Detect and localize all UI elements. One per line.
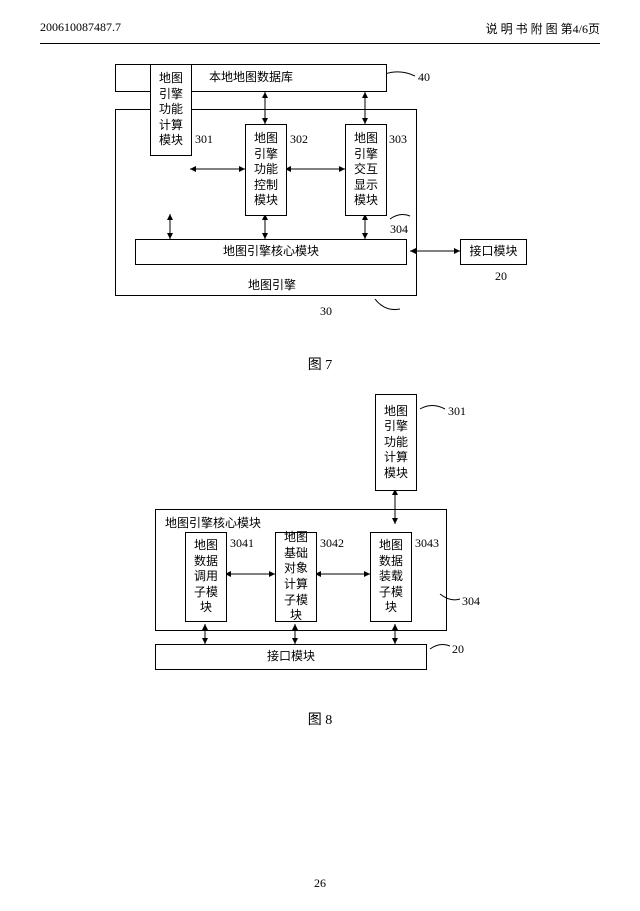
core-ref: 304: [462, 594, 480, 609]
iface-ref2: 20: [452, 642, 464, 657]
header-left: 200610087487.7: [40, 20, 121, 37]
top-text: 地图 引擎 功能 计算 模块: [384, 404, 408, 482]
sub3-text: 地图 数据 装载 子模 块: [379, 538, 403, 616]
sub2-box: 地图 基础 对象 计算 子模 块: [275, 532, 317, 622]
sub2-ref: 3042: [320, 536, 344, 551]
core-box: 地图引擎核心模块: [135, 239, 407, 265]
engine-ref: 30: [320, 304, 332, 319]
fig8-caption: 图 8: [40, 709, 600, 729]
iface-box2: 接口模块: [155, 644, 427, 670]
top-box: 地图 引擎 功能 计算 模块: [375, 394, 417, 491]
sub1-ref: 3041: [230, 536, 254, 551]
mod2-text: 地图 引擎 功能 控制 模块: [254, 131, 278, 209]
page-number: 26: [0, 876, 640, 891]
mod1-box: 地图 引擎 功能 计算 模块: [150, 64, 192, 156]
mod3-text: 地图 引擎 交互 显示 模块: [354, 131, 378, 209]
top-ref: 301: [448, 404, 466, 419]
figure-7: 本地地图数据库 40 地图 引擎 功能 计算 模块 301 地图 引擎 功能 控…: [90, 64, 540, 324]
header-right: 说 明 书 附 图 第4/6页: [486, 20, 600, 37]
sub3-box: 地图 数据 装载 子模 块: [370, 532, 412, 622]
mod3-ref: 303: [389, 132, 407, 147]
mod1-ref: 301: [195, 132, 213, 147]
core-ref: 304: [390, 222, 408, 237]
page-header: 200610087487.7 说 明 书 附 图 第4/6页: [40, 20, 600, 44]
iface-box: 接口模块: [460, 239, 527, 265]
mod3-box: 地图 引擎 交互 显示 模块: [345, 124, 387, 216]
iface-text2: 接口模块: [267, 649, 315, 665]
core-label: 地图引擎核心模块: [165, 514, 261, 531]
figure-8: 地图 引擎 功能 计算 模块 301 地图引擎核心模块 地图 数据 调用 子模 …: [120, 394, 520, 684]
sub1-text: 地图 数据 调用 子模 块: [194, 538, 218, 616]
mod2-box: 地图 引擎 功能 控制 模块: [245, 124, 287, 216]
core-text: 地图引擎核心模块: [223, 244, 319, 260]
sub1-box: 地图 数据 调用 子模 块: [185, 532, 227, 622]
mod1-text: 地图 引擎 功能 计算 模块: [159, 71, 183, 149]
engine-label: 地图引擎: [248, 276, 296, 293]
page: 200610087487.7 说 明 书 附 图 第4/6页: [0, 0, 640, 764]
db-ref: 40: [418, 70, 430, 85]
fig7-caption: 图 7: [40, 354, 600, 374]
sub3-ref: 3043: [415, 536, 439, 551]
sub2-text: 地图 基础 对象 计算 子模 块: [284, 530, 308, 624]
iface-ref: 20: [495, 269, 507, 284]
db-text: 本地地图数据库: [209, 70, 293, 86]
mod2-ref: 302: [290, 132, 308, 147]
iface-text: 接口模块: [469, 244, 517, 260]
